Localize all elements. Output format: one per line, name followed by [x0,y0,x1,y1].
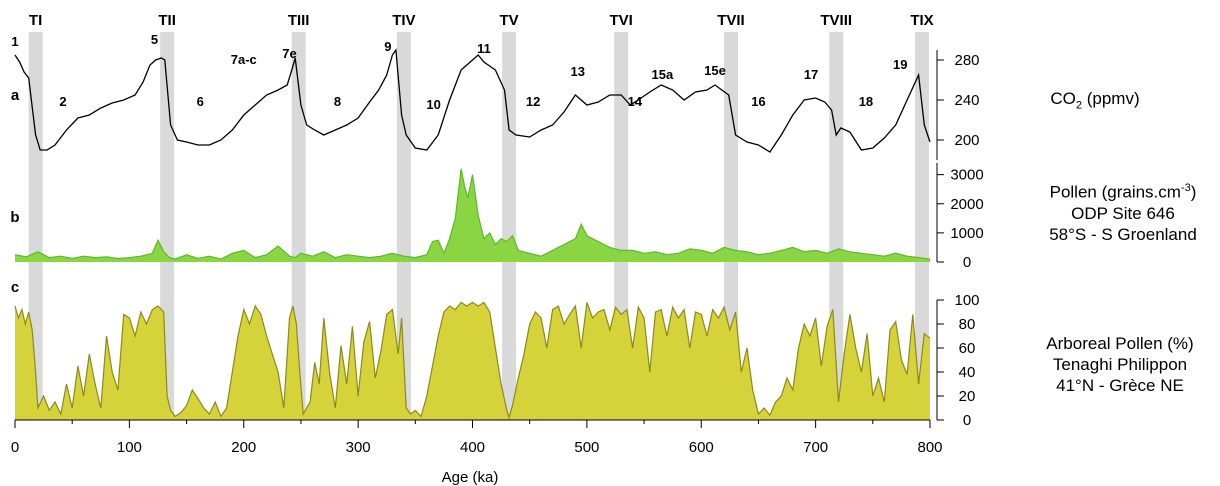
termination-band-ti [28,32,43,420]
x-tick-label: 700 [803,439,828,456]
termination-band-tiv [396,32,411,420]
panel-c-ylabel-line1: Arboreal Pollen (%) [1046,334,1194,353]
panel-b-y-tick-label: 2000 [950,196,983,213]
x-tick-label: 100 [117,439,142,456]
panel-c-y-tick-label: 20 [959,388,976,405]
panel-c-line [14,301,931,420]
stage-label-18: 18 [859,94,873,109]
stage-label-11: 11 [477,41,491,56]
panel-a-ylabel-text: CO2 (ppmv) [1050,89,1140,112]
panel-b-ylabel-line3: 58°S - S Groenland [1049,224,1197,244]
termination-label-tvi: TVI [610,12,633,29]
stage-label-7e: 7e [282,46,296,61]
panel-c-ylabel-line3: 41°N - Grèce NE [1056,376,1184,395]
stage-label-6: 6 [197,94,204,109]
panel-b-y-tick-label: 3000 [950,167,983,184]
panel-a-y-tick-label: 240 [954,92,979,109]
panel-a-ylabel: CO2 (ppmv) [1040,88,1150,116]
stage-label-10: 10 [426,97,440,112]
stage-label-15a: 15a [652,67,674,82]
panel-c-ylabel: Arboreal Pollen (%) Tenaghi Philippon 41… [1030,333,1210,396]
panel-c-y-tick-label: 40 [959,364,976,381]
panel-c-y-tick-label: 60 [959,340,976,357]
stage-label-2: 2 [59,94,66,109]
termination-label-tvii: TVII [717,12,745,29]
x-axis: 0 100 200 300 400 500 600 700 800 [11,419,943,456]
x-tick-label: 400 [460,439,485,456]
termination-label-tix: TIX [910,12,933,29]
x-axis-label: Age (ka) [442,469,499,486]
stage-label-1: 1 [11,34,18,49]
panel-b-y-tick-label: 1000 [950,225,983,242]
x-tick-label: 800 [917,439,942,456]
panel-a-line [14,48,931,153]
stage-label-17: 17 [804,67,818,82]
x-tick-label: 600 [689,439,714,456]
panel-b-area [15,168,930,262]
panel-b-ylabel-line1: Pollen (grains.cm-3) [1049,182,1197,202]
termination-label-tviii: TVIII [820,12,852,29]
termination-labels: TI TII TIII TIV TV TVI TVII TVIII TIX [29,12,934,29]
stage-label-15e: 15e [704,63,726,78]
stage-label-5: 5 [151,32,158,47]
panel-b-ylabel-line2: ODP Site 646 [1071,203,1175,223]
termination-band-tv [502,32,517,420]
stage-label-16: 16 [751,94,765,109]
stage-label-19: 19 [893,57,907,72]
x-tick-label: 0 [11,439,19,456]
termination-label-tv: TV [500,12,519,29]
x-tick-label: 300 [346,439,371,456]
termination-label-tiv: TIV [392,12,415,29]
termination-label-ti: TI [29,12,42,29]
stage-label-8: 8 [334,94,341,109]
panel-b-line [14,168,931,260]
termination-label-tiii: TIII [288,12,310,29]
x-tick-label: 500 [574,439,599,456]
panel-c-y-tick-label: 0 [963,412,971,429]
panel-a-y-tick-label: 200 [954,132,979,149]
stage-label-13: 13 [570,64,584,79]
panel-c-ylabel-line2: Tenaghi Philippon [1052,355,1188,374]
panel-c-area [15,302,930,420]
panel-c-y-tick-label: 100 [954,292,979,309]
stage-label-9: 9 [384,39,391,54]
stage-label-7a-c: 7a-c [231,52,257,67]
stage-label-14: 14 [628,94,643,109]
panel-b-pollen: 0 1000 2000 3000 b [10,163,984,271]
stage-label-12: 12 [526,94,540,109]
panel-c-letter: c [11,279,19,296]
panel-b-y-tick-label: 0 [963,254,971,271]
panel-a-letter: a [11,87,20,104]
x-tick-label: 200 [231,439,256,456]
panel-b-letter: b [10,209,19,226]
panel-b-ylabel: Pollen (grains.cm-3) ODP Site 646 58°S -… [1028,178,1218,245]
panel-c-arboreal-pollen: 0 20 40 60 80 100 c [11,279,980,429]
termination-label-tii: TII [158,12,176,29]
panel-a-y-tick-label: 280 [954,52,979,69]
panel-c-y-tick-label: 80 [959,316,976,333]
